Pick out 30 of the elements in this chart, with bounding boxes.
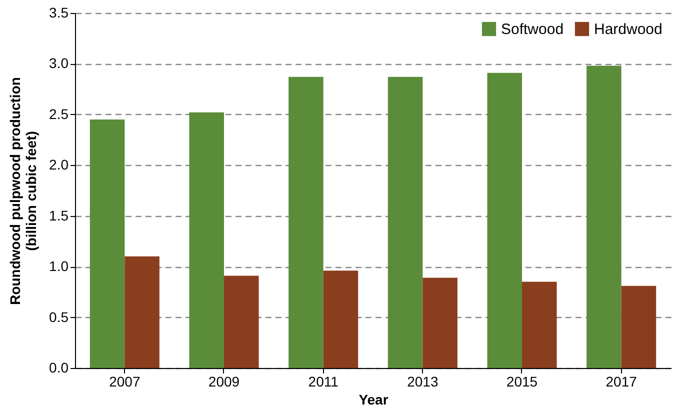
bar	[586, 66, 622, 368]
x-axis-title: Year	[358, 392, 389, 408]
bar	[189, 112, 224, 368]
y-tick-label: 0.5	[49, 308, 69, 325]
x-tick-label: 2015	[506, 374, 538, 390]
bar	[224, 276, 259, 368]
y-tick-label: 0.0	[49, 360, 69, 376]
bar	[323, 270, 358, 368]
x-tick-label: 2007	[109, 374, 140, 390]
bar	[487, 72, 522, 368]
bar	[621, 286, 656, 368]
bar	[90, 120, 125, 368]
legend-label: Softwood	[501, 21, 564, 38]
x-tick-label: 2009	[208, 374, 240, 390]
x-tick-label: 2011	[308, 374, 339, 390]
x-tick-label: 2017	[606, 374, 638, 390]
y-tick-label: 1.5	[49, 207, 69, 224]
y-axis-title: Roundwood pulpwood production (billion cubic feet)	[7, 77, 40, 305]
bar	[422, 278, 458, 368]
y-tick-label: 3.5	[49, 4, 69, 20]
bar	[288, 76, 324, 368]
bar	[522, 282, 557, 368]
x-tick-label: 2013	[407, 374, 438, 390]
legend-label: Hardwood	[594, 21, 662, 38]
y-tick-label: 1.0	[49, 258, 69, 274]
y-tick-label: 3.0	[49, 55, 69, 72]
bar	[388, 76, 423, 368]
y-tick-label: 2.0	[49, 156, 69, 173]
bar	[124, 256, 160, 368]
y-tick-label: 2.5	[49, 106, 69, 122]
